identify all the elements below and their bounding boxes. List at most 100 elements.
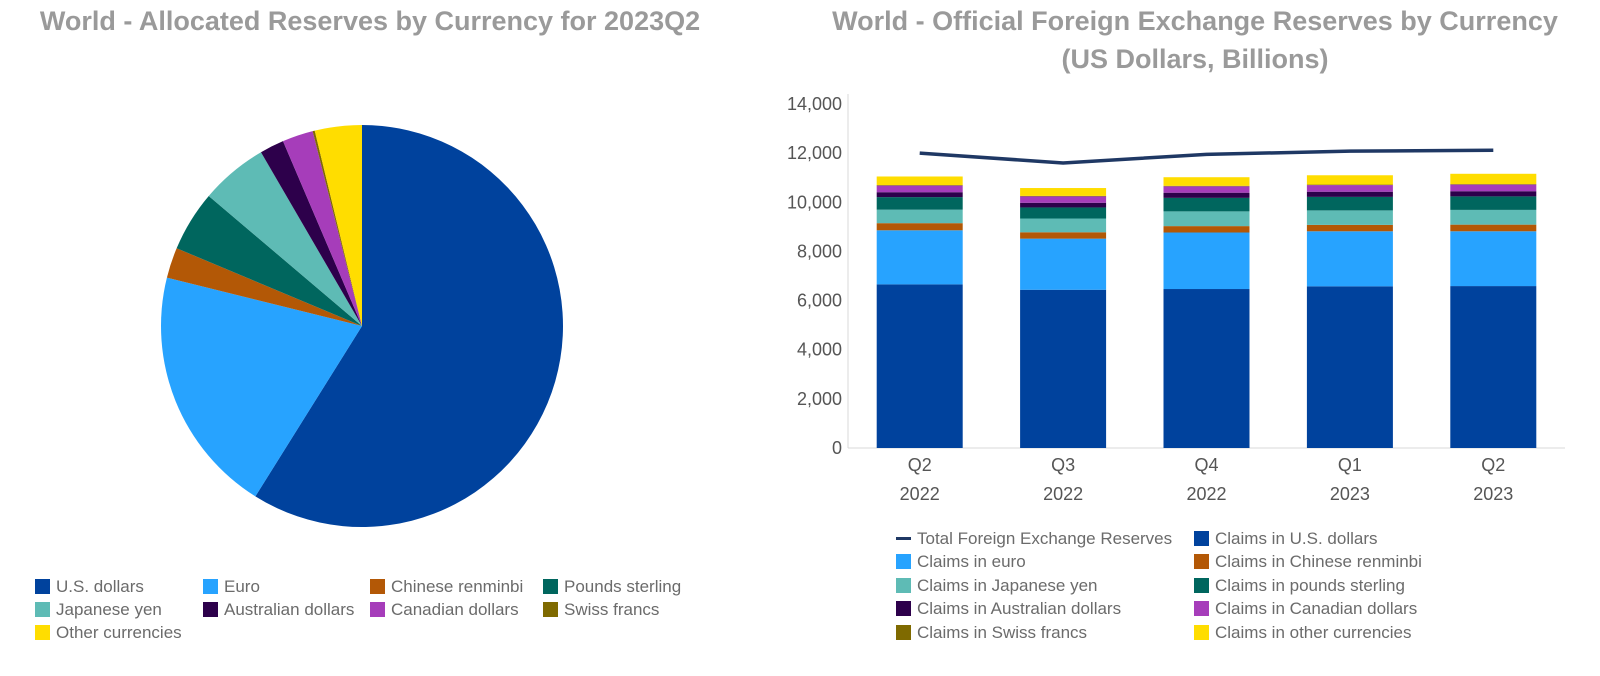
pie-chart-title: World - Allocated Reserves by Currency f… [39, 6, 701, 36]
bar-legend-item-claims-in-canadian-dollars: Claims in Canadian dollars [1194, 598, 1417, 620]
bar-chart-title-main: World - Official Foreign Exchange Reserv… [832, 6, 1558, 36]
bar-segment-claims-in-chinese-renminbi [876, 223, 963, 231]
legend-label: Chinese renminbi [391, 577, 524, 596]
x-tick-label-quarter: Q2 [1481, 455, 1505, 475]
legend-label: Claims in pounds sterling [1215, 576, 1405, 595]
legend-label: Canadian dollars [391, 600, 519, 619]
x-tick-label-quarter: Q4 [1194, 455, 1218, 475]
legend-label: Claims in Chinese renminbi [1215, 552, 1422, 571]
bar-segment-claims-in-japanese-yen [1163, 211, 1250, 227]
bar-segment-claims-in-other-currencies [1163, 177, 1250, 186]
bar-legend-item-claims-in-chinese-renminbi: Claims in Chinese renminbi [1194, 551, 1422, 573]
legend-swatch [370, 579, 385, 594]
pie-legend-item-chinese-renminbi: Chinese renminbi [370, 576, 523, 598]
y-tick-label: 14,000 [787, 94, 842, 114]
bar-segment-claims-in-australian-dollars [1020, 202, 1107, 208]
y-tick-label: 6,000 [797, 291, 842, 311]
legend-label: Claims in Canadian dollars [1215, 599, 1418, 618]
x-tick-label-quarter: Q3 [1051, 455, 1075, 475]
y-tick-label: 10,000 [787, 192, 842, 212]
bar-legend-item-claims-in-other-currencies: Claims in other currencies [1194, 622, 1412, 644]
bar-segment-claims-in-japanese-yen [1306, 210, 1393, 225]
pie-legend-item-euro: Euro [203, 576, 260, 598]
pie-slice-chinese-renminbi [166, 248, 362, 326]
bar-segment-claims-in-pounds-sterling [1163, 197, 1250, 212]
bar-segment-claims-in-pounds-sterling [1020, 207, 1107, 219]
bar-segment-claims-in-euro [876, 230, 963, 285]
bar-segment-claims-in-u-s-dollars [1020, 289, 1107, 448]
pie-legend-item-u-s-dollars: U.S. dollars [35, 576, 144, 598]
legend-swatch [543, 579, 558, 594]
legend-label: Swiss francs [564, 600, 660, 619]
legend-label: Claims in U.S. dollars [1215, 529, 1378, 548]
bar-legend-item-total-foreign-exchange-reserves: Total Foreign Exchange Reserves [896, 528, 1172, 550]
bar-segment-claims-in-euro [1450, 231, 1537, 287]
bar-segment-claims-in-japanese-yen [876, 209, 963, 224]
pie-slice-euro [160, 277, 362, 497]
bar-segment-claims-in-chinese-renminbi [1306, 224, 1393, 232]
pie-slice-canadian-dollars [282, 131, 362, 326]
legend-label: Total Foreign Exchange Reserves [917, 529, 1173, 548]
x-tick-label-quarter: Q1 [1338, 455, 1362, 475]
pie-legend-item-swiss-francs: Swiss francs [543, 599, 659, 621]
legend-swatch [1194, 625, 1209, 640]
bar-segment-claims-in-u-s-dollars [876, 284, 963, 448]
bar-segment-claims-in-australian-dollars [1450, 191, 1537, 197]
bar-segment-claims-in-japanese-yen [1020, 218, 1107, 233]
pie-slice-other-currencies [314, 125, 362, 326]
bar-legend-item-claims-in-swiss-francs: Claims in Swiss francs [896, 622, 1087, 644]
bar-segment-claims-in-euro [1306, 231, 1393, 287]
bar-segment-claims-in-chinese-renminbi [1450, 224, 1537, 232]
legend-swatch [35, 625, 50, 640]
pie-slice-pounds-sterling [176, 195, 362, 326]
legend-swatch [543, 602, 558, 617]
bar-segment-claims-in-euro [1020, 238, 1107, 290]
legend-label: Pounds sterling [564, 577, 682, 596]
bar-segment-claims-in-euro [1163, 232, 1250, 290]
bar-segment-claims-in-pounds-sterling [876, 197, 963, 210]
bar-segment-claims-in-australian-dollars [1163, 192, 1250, 198]
legend-swatch [35, 602, 50, 617]
bar-segment-claims-in-chinese-renminbi [1163, 226, 1250, 233]
pie-legend-item-other-currencies: Other currencies [35, 622, 182, 644]
legend-swatch [203, 602, 218, 617]
legend-swatch [896, 578, 911, 593]
y-tick-label: 12,000 [787, 143, 842, 163]
bar-segment-claims-in-other-currencies [1306, 175, 1393, 185]
pie-legend-item-japanese-yen: Japanese yen [35, 599, 162, 621]
legend-label: Claims in Australian dollars [917, 599, 1122, 618]
bar-chart-subtitle: (US Dollars, Billions) [1061, 44, 1329, 74]
y-tick-label: 4,000 [797, 340, 842, 360]
pie-legend-item-australian-dollars: Australian dollars [203, 599, 354, 621]
legend-label: Claims in Swiss francs [917, 623, 1088, 642]
legend-label: Claims in Japanese yen [917, 576, 1098, 595]
legend-swatch [1194, 554, 1209, 569]
legend-swatch [1194, 601, 1209, 616]
bar-segment-claims-in-canadian-dollars [876, 185, 963, 193]
bar-segment-claims-in-canadian-dollars [1450, 184, 1537, 192]
bar-chart-title: World - Official Foreign Exchange Reserv… [790, 2, 1600, 78]
x-tick-label-year: 2023 [1473, 484, 1513, 504]
legend-label: Other currencies [56, 623, 182, 642]
legend-swatch [370, 602, 385, 617]
x-tick-label-year: 2022 [1186, 484, 1226, 504]
legend-swatch [1194, 531, 1209, 546]
pie-slice-japanese-yen [208, 152, 362, 326]
bar-segment-claims-in-australian-dollars [1306, 191, 1393, 197]
legend-label: Claims in euro [917, 552, 1026, 571]
bar-legend-item-claims-in-pounds-sterling: Claims in pounds sterling [1194, 575, 1405, 597]
pie-slice-australian-dollars [260, 141, 362, 326]
bar-segment-claims-in-other-currencies [876, 176, 963, 186]
y-tick-label: 0 [832, 438, 842, 458]
y-tick-label: 2,000 [797, 389, 842, 409]
bar-segment-claims-in-canadian-dollars [1306, 185, 1393, 192]
legend-label: Japanese yen [56, 600, 162, 619]
bar-segment-claims-in-other-currencies [1020, 188, 1107, 196]
pie-slice-swiss-francs [312, 130, 362, 326]
legend-swatch [896, 625, 911, 640]
bar-legend-item-claims-in-australian-dollars: Claims in Australian dollars [896, 598, 1121, 620]
bar-segment-claims-in-canadian-dollars [1020, 196, 1107, 203]
pie-slice-u-s-dollars [255, 125, 563, 527]
x-tick-label-quarter: Q2 [908, 455, 932, 475]
